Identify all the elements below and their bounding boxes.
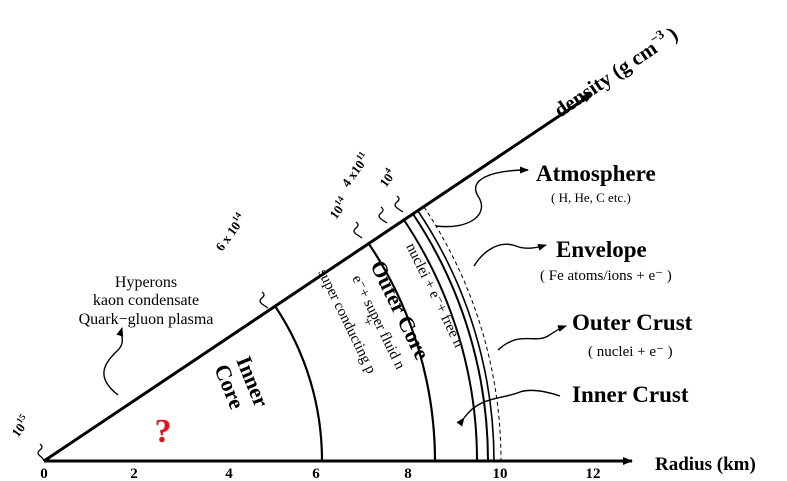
radius-tick: 6 <box>312 466 320 481</box>
density-tick-squiggle <box>37 443 45 462</box>
exotic-label-quark-gluon: Quark−gluon plasma <box>79 311 214 328</box>
exotic-label-kaon: kaon condensate <box>93 292 199 309</box>
density-tick-squiggle <box>259 291 269 309</box>
envelope-callout-arrow <box>473 243 547 267</box>
exotic-label-hyperons: Hyperons <box>115 274 177 291</box>
density-tick-4e11: 4 x1011 <box>337 149 373 190</box>
density-axis-label: density (g cm−3) <box>548 20 682 122</box>
radius-tick-labels: 0 2 4 6 8 10 12 <box>40 466 600 481</box>
inner-crust-title: Inner Crust <box>572 382 689 407</box>
atmosphere-boundary-arc <box>423 206 502 462</box>
density-tick-squiggle <box>353 221 363 239</box>
density-tick-6e14: 6 x 1014 <box>211 210 249 254</box>
radius-tick: 8 <box>404 466 412 481</box>
envelope-subtitle: ( Fe atoms/ions + e⁻ ) <box>540 268 672 284</box>
envelope-title: Envelope <box>556 237 647 262</box>
outer-crust-callout-arrow <box>497 325 567 351</box>
unknown-core-question-mark: ? <box>155 413 172 450</box>
density-axis <box>43 92 593 463</box>
outer-crust-title: Outer Crust <box>572 310 693 335</box>
density-tick-squiggle <box>378 206 388 224</box>
density-tick-1e4: 104 <box>375 165 399 190</box>
density-tick-1e14: 1014 <box>325 194 352 222</box>
inner-crust-callout-arrow <box>456 389 561 427</box>
outer-core-boundary-arc <box>368 243 437 462</box>
exotic-matter-callout: Hyperons kaon condensate Quark−gluon pla… <box>79 274 214 328</box>
atmosphere-title: Atmosphere <box>536 161 656 186</box>
inner-core-boundary-arc <box>274 305 324 462</box>
density-tick-1e15: 1015 <box>7 412 34 440</box>
atmosphere-callout-arrow <box>435 166 529 228</box>
radius-tick: 4 <box>225 466 233 481</box>
radius-tick: 10 <box>493 466 508 481</box>
radius-tick: 12 <box>586 466 601 481</box>
envelope-boundary-arc <box>417 210 495 462</box>
density-tick-marks <box>37 195 404 462</box>
radius-axis-label: Radius (km) <box>655 454 756 475</box>
radius-tick: 0 <box>40 466 48 481</box>
outer-crust-subtitle: ( nuclei + e⁻ ) <box>588 344 673 360</box>
exotic-callout-arrow <box>103 327 124 396</box>
outer-crust-boundary-arc <box>412 213 489 462</box>
inner-crust-boundary-arc <box>403 219 479 462</box>
radius-tick: 2 <box>130 466 138 481</box>
atmosphere-subtitle: ( H, He, C etc.) <box>551 190 631 205</box>
density-tick-squiggle <box>394 195 404 213</box>
